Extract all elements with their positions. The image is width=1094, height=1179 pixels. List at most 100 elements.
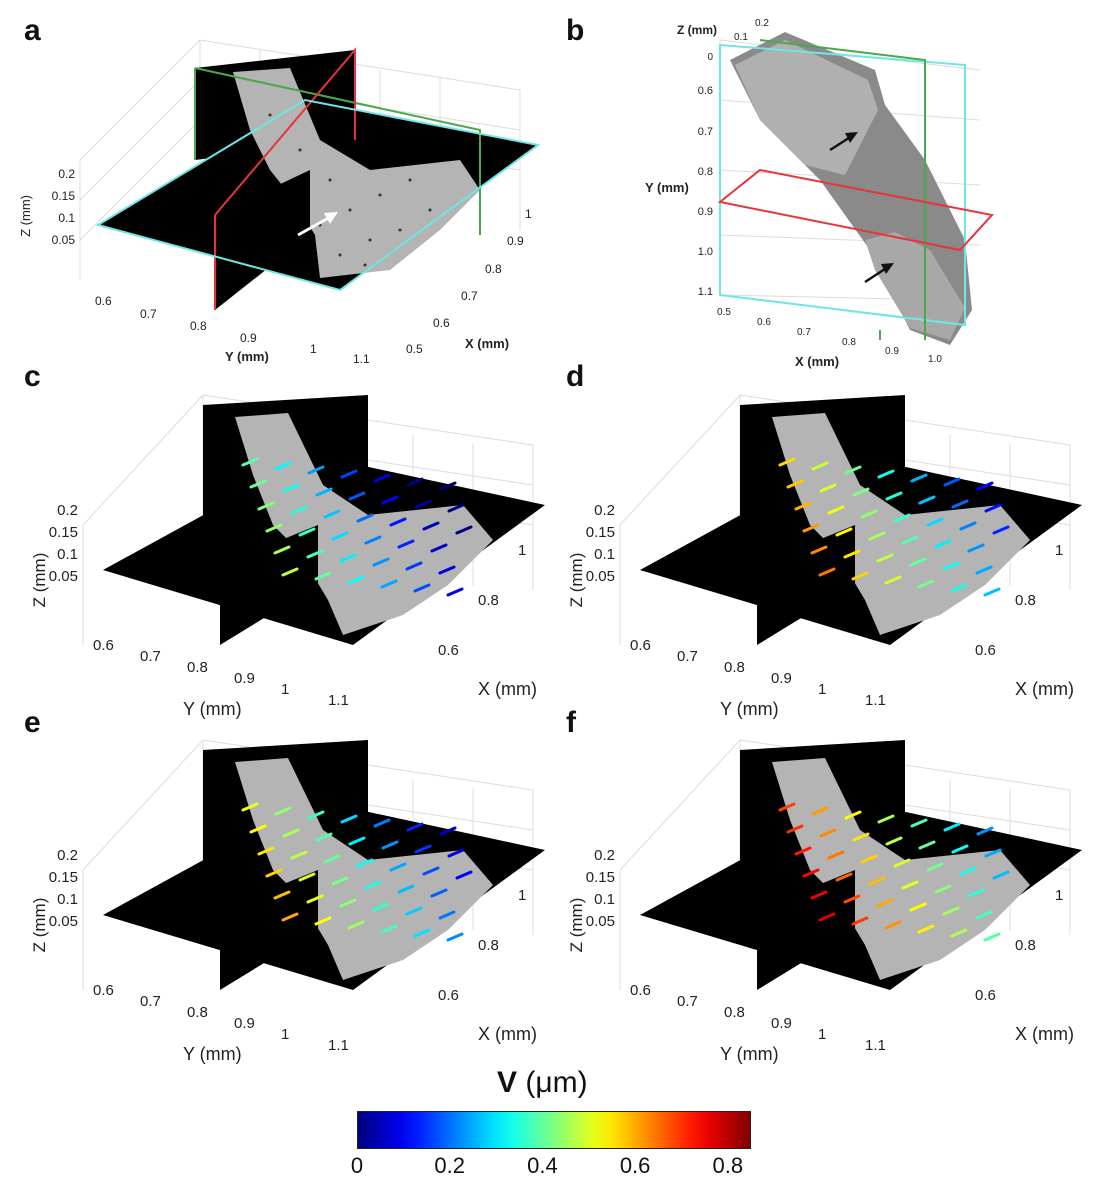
arrow-icon [881,263,894,274]
displacement-vector [397,884,415,894]
x-tick: 0.9 [885,346,899,357]
y-tick: 0.7 [140,307,157,321]
panel-e: Z (mm) 0.2 0.15 0.1 0.05 0.6 0.7 0.8 0.9 1 1.1 Y (m… [20,720,560,1065]
displacement-vector [307,465,325,475]
x-tick: 1.0 [928,354,942,365]
displacement-vector [943,822,961,832]
displacement-vector [447,848,465,858]
z-tick: 0.05 [49,568,78,585]
displacement-vector [381,495,399,505]
displacement-vector [307,810,325,820]
displacement-vector [868,531,886,541]
x-tick: 1 [525,207,532,221]
displacement-vector [917,579,935,589]
y-tick: 0.8 [724,1004,745,1021]
bone-slice [772,413,1030,635]
displacement-vector [397,539,415,549]
y-tick: 1 [310,342,317,356]
displacement-vector [959,521,977,531]
y-tick: 0.7 [140,648,161,665]
displacement-vector [413,583,431,593]
displacement-vector [818,912,836,922]
displacement-vector [876,898,894,908]
y-tick: 0.6 [93,982,114,999]
displacement-vector [405,906,423,916]
z-tick: 0.2 [594,847,615,864]
x-axis-label: X (mm) [1015,679,1074,699]
y-tick: 0.7 [677,993,698,1010]
displacement-vector [885,491,903,501]
x-tick: 0.6 [433,316,450,330]
panel-label-a: a [24,14,41,47]
displacement-vector [976,481,994,491]
displacement-vector [950,928,968,938]
displacement-vector [373,473,391,483]
displacement-vector [778,802,796,812]
colorbar-title: V (μm) [497,1066,588,1099]
y-tick: 0.6 [93,637,114,654]
displacement-vector [389,862,407,872]
displacement-vector [909,557,927,567]
displacement-vector [265,523,283,533]
z-tick: 0.05 [586,913,615,930]
displacement-vector [282,828,300,838]
y-tick: 1 [281,681,289,698]
z-tick: 0.15 [52,189,76,203]
y-tick: 1.0 [698,246,713,258]
displacement-vector [860,854,878,864]
x-tick: 0.6 [975,987,996,1004]
x-tick: 0.8 [842,337,856,348]
displacement-vector [983,932,1001,942]
displacement-vector [323,509,341,519]
displacement-vector [951,844,969,854]
arrow-icon [324,212,338,224]
displacement-vector [356,513,374,523]
y-axis-label: Y (mm) [720,1044,779,1064]
displacement-vector [810,890,828,900]
y-tick: 1 [818,681,826,698]
displacement-vector [372,557,390,567]
y-tick: 0.6 [95,294,112,308]
displacement-vector [438,910,456,920]
displacement-vector [241,802,259,812]
y-tick: 0.8 [190,319,207,333]
y-tick: 1.1 [865,1037,886,1054]
z-tick: 0.2 [57,847,78,864]
displacement-vector [314,571,332,581]
displacement-vector [852,832,870,842]
x-tick: 1 [518,887,526,904]
y-tick: 1 [281,1026,289,1043]
bone-slice [235,758,493,980]
displacement-vector [274,806,292,816]
displacement-vector [885,836,903,846]
z-tick: 0.2 [594,502,615,519]
displacement-vector [786,479,804,489]
z-tick: 0.1 [594,546,615,563]
displacement-vector [942,561,960,571]
displacement-vector [901,880,919,890]
x-axis-label: X (mm) [465,336,509,351]
z-tick: 0.2 [755,18,769,29]
displacement-vector [315,832,333,842]
y-tick: 0.6 [630,982,651,999]
z-tick: 0.05 [586,568,615,585]
displacement-vector [274,461,292,471]
displacement-vector [340,469,358,479]
displacement-vector [430,888,448,898]
displacement-vector [414,844,432,854]
displacement-vector [918,840,936,850]
y-tick: 0.7 [140,993,161,1010]
x-tick: 1 [1055,887,1063,904]
x-tick: 0.6 [975,642,996,659]
panel-a: Z (mm) 0.2 0.15 0.1 0.05 0.6 0.7 0.8 0.9… [20,20,540,365]
displacement-vector [273,890,291,900]
y-tick: 0.9 [698,206,713,218]
z-tick: 0.15 [586,869,615,886]
y-tick: 0.6 [630,637,651,654]
displacement-vector [446,932,464,942]
displacement-vector [314,916,332,926]
bone-slice [235,413,493,635]
displacement-vector [810,545,828,555]
displacement-vector [893,513,911,523]
displacement-vector [348,836,366,846]
